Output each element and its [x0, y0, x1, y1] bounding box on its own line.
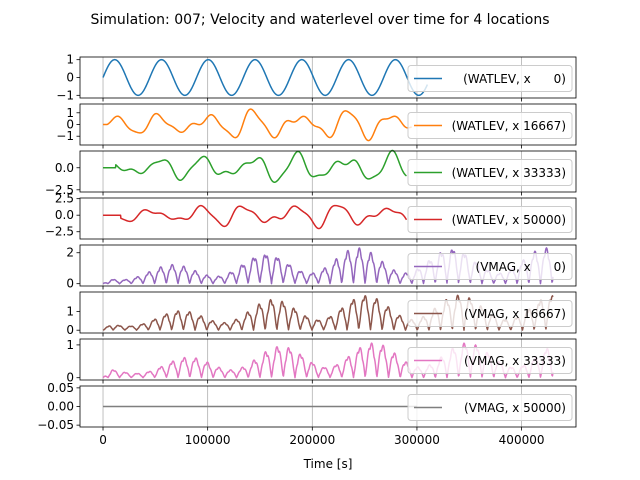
legend-label: (VMAG, x 16667): [464, 307, 566, 321]
legend-box: [407, 65, 573, 92]
y-tick-label: 2.5: [55, 192, 74, 206]
panel-5: 0 2 (VMAG, x 0): [66, 244, 577, 291]
series-line-1: [102, 58, 429, 97]
panel-3: −2.5 0.0 (WATLEV, x 33333): [45, 149, 577, 197]
y-tick-label: 0: [66, 323, 74, 337]
y-tick-label: −0.05: [37, 418, 74, 432]
x-axis-label: Time [s]: [303, 457, 353, 471]
legend-label: (VMAG, x 0): [476, 260, 566, 274]
y-tick-label: 0.0: [55, 161, 74, 175]
x-tick-label: 400000: [499, 433, 545, 447]
y-tick-label: 0: [66, 71, 74, 85]
y-tick-label: −2.5: [45, 225, 74, 239]
y-tick-label: −1: [56, 129, 74, 143]
legend-box: [407, 112, 573, 139]
series-line-2: [102, 108, 413, 142]
legend-label: (WATLEV, x 16667): [452, 119, 566, 133]
legend-box: [407, 394, 573, 421]
axes-frame: [79, 338, 577, 381]
x-tick-label: 300000: [394, 433, 440, 447]
axes-frame: [79, 150, 577, 193]
x-tick-label: 100000: [185, 433, 231, 447]
legend-box: [407, 159, 573, 186]
legend-label: (WATLEV, x 0): [463, 72, 566, 86]
panel-4: −2.5 0.0 2.5 (WATLEV, x 50000): [45, 192, 577, 243]
y-tick-label: 1: [66, 53, 74, 67]
x-tick-label: 0: [99, 433, 107, 447]
legend-box: [407, 253, 573, 280]
legend-box: [407, 300, 573, 327]
panel-7: 0 1 (VMAG, x 33333): [66, 338, 577, 385]
y-tick-label: 0: [66, 118, 74, 132]
panel-6: 0 1 (VMAG, x 16667): [66, 291, 577, 337]
y-tick-label: 0: [66, 277, 74, 291]
y-tick-label: −2.5: [45, 183, 74, 197]
y-tick-label: 1: [66, 106, 74, 120]
y-tick-label: −1: [56, 88, 74, 102]
series-line-4: [102, 204, 408, 230]
chart-title: Simulation: 007; Velocity and waterlevel…: [90, 12, 549, 28]
legend-label: (WATLEV, x 33333): [452, 166, 566, 180]
series-line-3: [102, 149, 407, 183]
panel-1: −1 0 1 (WATLEV, x 0): [56, 53, 577, 102]
legend-label: (VMAG, x 33333): [464, 354, 566, 368]
panel-8: −0.05 0.00 0.05 (VMAG, x 50000): [37, 381, 577, 432]
axes-frame: [79, 197, 577, 240]
chart-panels: −101(WATLEV, x 0)−101(WATLEV, x 16667)−2…: [37, 53, 577, 447]
axes-frame: [79, 291, 577, 334]
legend-label: (VMAG, x 50000): [464, 401, 566, 415]
y-tick-label: 0.0: [55, 208, 74, 222]
y-tick-label: 0.00: [47, 400, 74, 414]
axes-frame: [79, 244, 577, 287]
y-tick-label: 1: [66, 305, 74, 319]
legend-label: (WATLEV, x 50000): [452, 213, 566, 227]
y-tick-label: 2: [66, 246, 74, 260]
legend-box: [407, 206, 573, 233]
legend-box: [407, 347, 573, 374]
y-tick-label: 0.05: [47, 381, 74, 395]
y-tick-label: 1: [66, 338, 74, 352]
x-tick-label: 200000: [289, 433, 335, 447]
panel-2: −101 (WATLEV, x 16667): [56, 103, 577, 149]
y-tick-label: 0: [66, 371, 74, 385]
